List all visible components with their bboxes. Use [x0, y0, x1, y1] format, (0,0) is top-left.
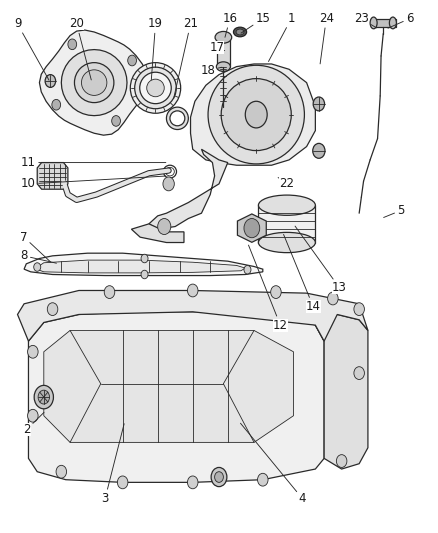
- Ellipse shape: [215, 472, 223, 482]
- Ellipse shape: [68, 39, 77, 50]
- Ellipse shape: [245, 101, 267, 128]
- Text: 4: 4: [240, 423, 306, 505]
- Ellipse shape: [166, 107, 188, 130]
- Text: 14: 14: [283, 235, 321, 313]
- Ellipse shape: [141, 254, 148, 263]
- Polygon shape: [217, 37, 230, 67]
- Text: 7: 7: [20, 231, 50, 262]
- Text: 24: 24: [319, 12, 334, 64]
- Ellipse shape: [233, 27, 247, 37]
- Ellipse shape: [354, 303, 364, 316]
- Ellipse shape: [211, 467, 227, 487]
- Ellipse shape: [328, 292, 338, 305]
- Text: 20: 20: [69, 18, 91, 80]
- Polygon shape: [371, 19, 396, 27]
- Polygon shape: [28, 312, 324, 482]
- Polygon shape: [258, 205, 315, 243]
- Ellipse shape: [147, 79, 164, 97]
- Polygon shape: [39, 30, 149, 135]
- Ellipse shape: [52, 100, 60, 110]
- Text: 23: 23: [354, 12, 377, 28]
- Ellipse shape: [187, 476, 198, 489]
- Ellipse shape: [170, 111, 185, 126]
- Text: 5: 5: [384, 204, 404, 217]
- Polygon shape: [18, 290, 368, 341]
- Text: 2: 2: [23, 413, 44, 435]
- Ellipse shape: [258, 232, 315, 253]
- Text: 12: 12: [248, 245, 288, 332]
- Text: 10: 10: [21, 176, 166, 190]
- Ellipse shape: [313, 97, 325, 111]
- Ellipse shape: [336, 455, 347, 467]
- Ellipse shape: [236, 29, 244, 35]
- Text: 15: 15: [241, 12, 270, 33]
- Ellipse shape: [187, 284, 198, 297]
- Ellipse shape: [112, 116, 120, 126]
- Ellipse shape: [130, 63, 180, 114]
- Polygon shape: [61, 50, 127, 116]
- Polygon shape: [237, 214, 266, 243]
- Ellipse shape: [244, 219, 260, 238]
- Polygon shape: [37, 163, 68, 189]
- Polygon shape: [315, 314, 368, 469]
- Text: 17: 17: [209, 42, 225, 54]
- Ellipse shape: [221, 78, 291, 150]
- Ellipse shape: [28, 345, 38, 358]
- Ellipse shape: [74, 63, 114, 102]
- Text: 11: 11: [21, 156, 166, 169]
- Ellipse shape: [216, 62, 230, 71]
- Text: 13: 13: [295, 226, 347, 294]
- Polygon shape: [149, 149, 228, 229]
- Text: 6: 6: [388, 12, 413, 28]
- Text: 22: 22: [278, 177, 294, 190]
- Ellipse shape: [370, 17, 377, 29]
- Polygon shape: [44, 330, 293, 442]
- Ellipse shape: [140, 72, 171, 103]
- Text: 18: 18: [201, 64, 222, 77]
- Text: 1: 1: [268, 12, 295, 61]
- Ellipse shape: [244, 265, 251, 274]
- Ellipse shape: [45, 75, 56, 87]
- Polygon shape: [191, 64, 315, 165]
- Ellipse shape: [271, 286, 281, 298]
- Ellipse shape: [258, 195, 315, 215]
- Ellipse shape: [258, 473, 268, 486]
- Ellipse shape: [163, 177, 174, 191]
- Ellipse shape: [56, 465, 67, 478]
- Ellipse shape: [81, 70, 107, 95]
- Text: 9: 9: [14, 18, 49, 80]
- Text: 21: 21: [173, 18, 198, 99]
- Text: 16: 16: [223, 12, 237, 37]
- Ellipse shape: [104, 286, 115, 298]
- Ellipse shape: [158, 219, 171, 235]
- Ellipse shape: [215, 31, 232, 43]
- Ellipse shape: [313, 143, 325, 158]
- Text: 3: 3: [102, 424, 124, 505]
- Ellipse shape: [117, 476, 128, 489]
- Ellipse shape: [134, 67, 176, 109]
- Ellipse shape: [354, 367, 364, 379]
- Polygon shape: [35, 260, 245, 273]
- Ellipse shape: [208, 65, 304, 164]
- Ellipse shape: [128, 55, 137, 66]
- Ellipse shape: [34, 385, 53, 409]
- Ellipse shape: [34, 263, 41, 271]
- Ellipse shape: [47, 303, 58, 316]
- Polygon shape: [131, 224, 184, 243]
- Ellipse shape: [389, 17, 396, 29]
- Text: 8: 8: [21, 249, 57, 263]
- Ellipse shape: [38, 390, 49, 404]
- Ellipse shape: [28, 409, 38, 422]
- Polygon shape: [24, 253, 263, 276]
- Text: 19: 19: [148, 18, 163, 80]
- Ellipse shape: [141, 270, 148, 279]
